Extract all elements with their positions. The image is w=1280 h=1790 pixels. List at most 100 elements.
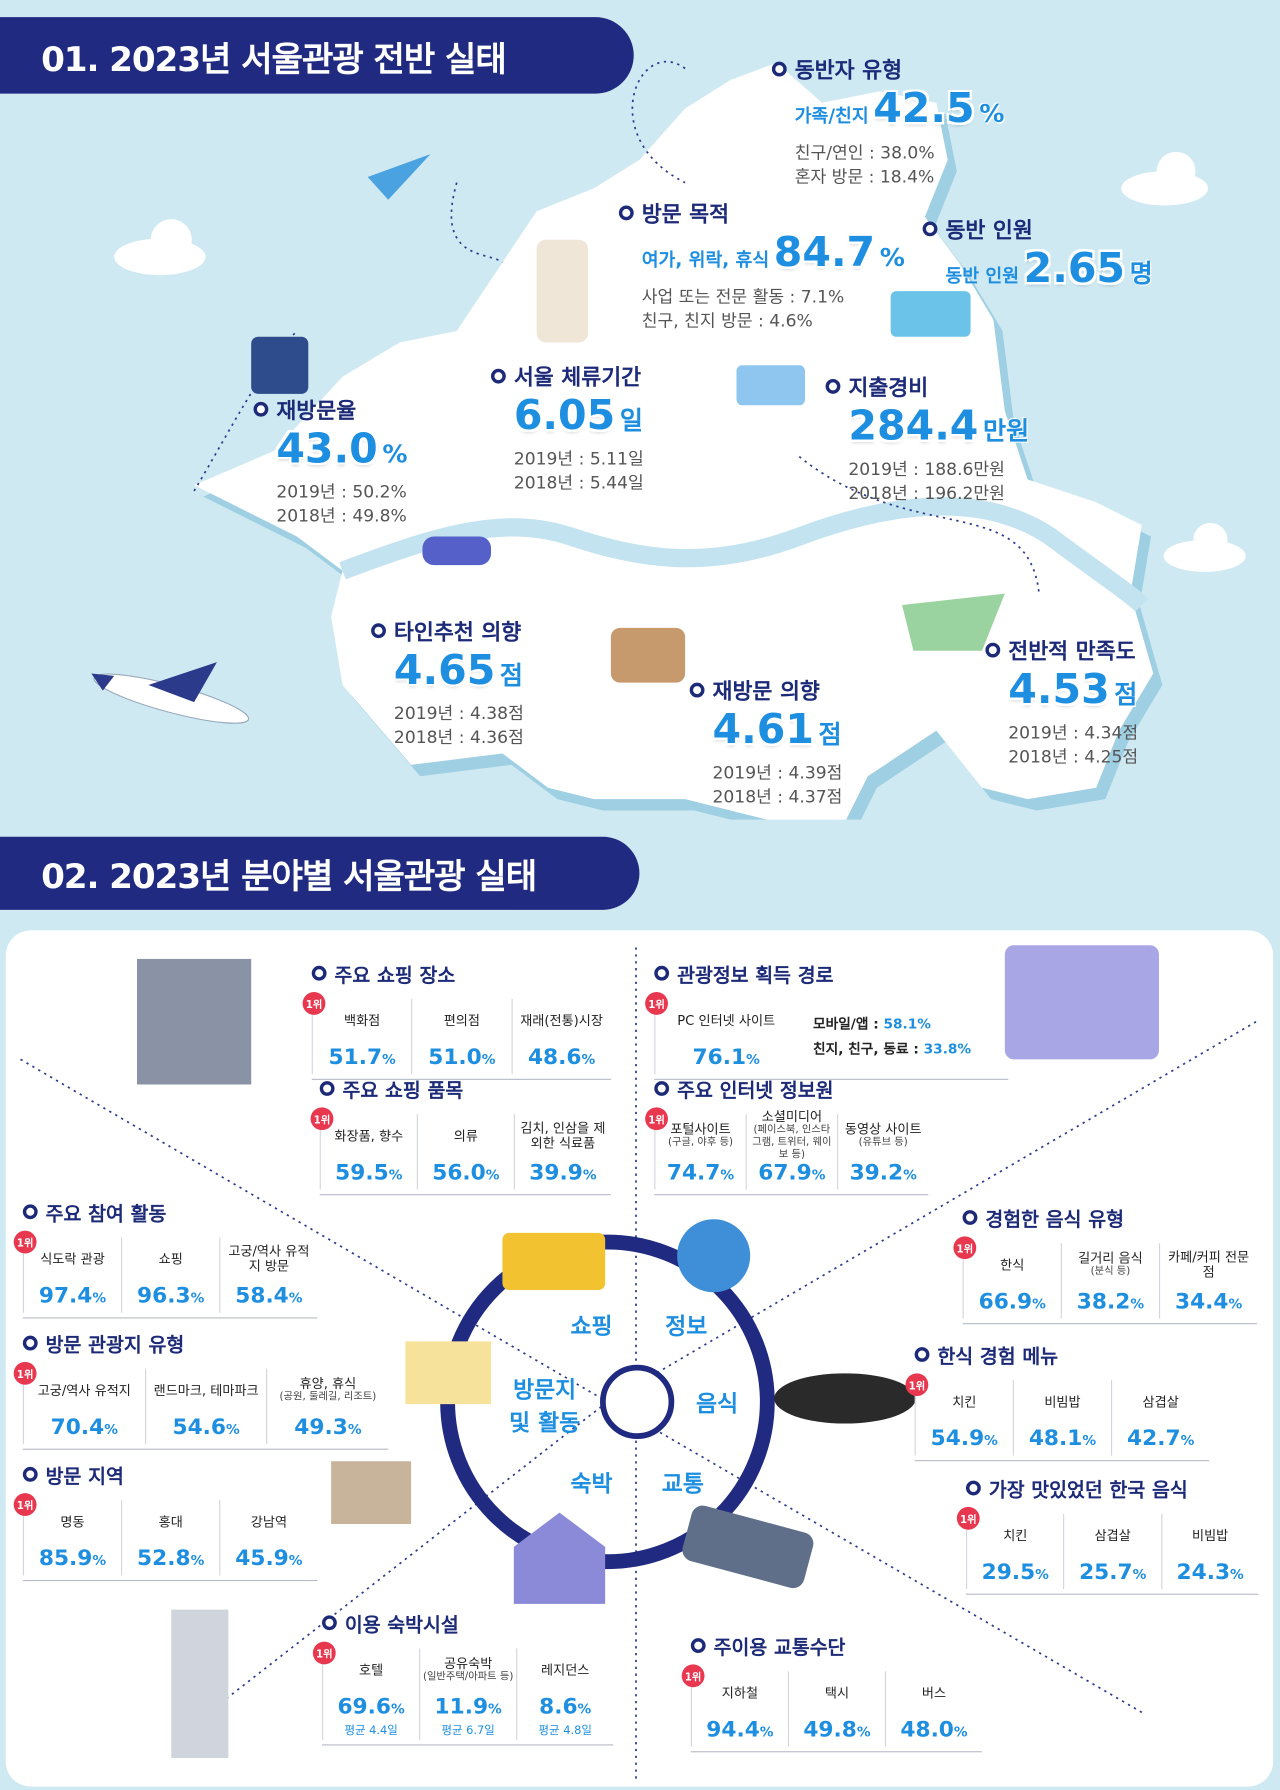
stat-value-row: 49.8% xyxy=(791,1715,882,1747)
detail-line: 2018년 : 4.25점 xyxy=(1008,746,1139,768)
stat-value: 29.5 xyxy=(981,1559,1036,1585)
stat-label-box: 랜드마크, 테마파크 xyxy=(148,1369,264,1412)
stat-label: 의류 xyxy=(453,1127,478,1144)
stat-value-row: 34.4% xyxy=(1162,1287,1254,1319)
stat-column: 택시 49.8% xyxy=(787,1671,885,1747)
stat-label-box: 비빔밥 xyxy=(1164,1514,1256,1557)
stat-label: 동영상 사이트 xyxy=(844,1121,922,1138)
stat-unit: % xyxy=(92,1552,107,1569)
stat-column: 카페/커피 전문점 34.4% xyxy=(1158,1243,1257,1319)
side-value: 58.1% xyxy=(883,1016,932,1032)
stat-column: 편의점 51.0% xyxy=(411,998,511,1075)
bullet xyxy=(319,1081,335,1096)
item-header: 타인추천 의향 xyxy=(371,615,524,646)
stat-value: 45.9 xyxy=(235,1545,289,1571)
unit: 점 xyxy=(499,662,524,691)
stat-label: 김치, 인삼을 제외한 식료품 xyxy=(520,1119,606,1151)
stat-label-box: 홍대 xyxy=(124,1500,216,1543)
stat-label: 고궁/역사 유적지 xyxy=(37,1381,131,1398)
stat-note: 평균 6.7일 xyxy=(441,1724,495,1738)
bullet xyxy=(771,61,787,77)
stat-column: 고궁/역사 유적지 방문 58.4% xyxy=(219,1237,317,1313)
stat-panel: 경험한 음식 유형 1위 한식 66.9% 길거리 음식 (분식 등) 38.2% 카페/커피… xyxy=(953,1203,1258,1325)
stat-column: 화장품, 향수 59.5% xyxy=(319,1114,417,1190)
stat-value-row: 51.7% xyxy=(315,1042,409,1074)
stat-value: 58.4 xyxy=(235,1283,289,1309)
stat-sublabel: (일반주택/아파트 등) xyxy=(422,1671,514,1683)
item-header: 가장 맛있었던 한국 음식 xyxy=(965,1474,1258,1502)
stat-value-row: 76.1% xyxy=(658,1042,795,1074)
stat-label-box: 명동 xyxy=(26,1500,118,1543)
bullet xyxy=(914,1347,930,1362)
stat-label-box: 삼겹살 xyxy=(1114,1380,1206,1423)
stat-value: 67.9 xyxy=(758,1159,812,1185)
stat-column: 삼겹살 42.7% xyxy=(1111,1380,1209,1456)
bullet xyxy=(690,1638,706,1654)
unit: 점 xyxy=(1114,681,1138,711)
stat-value-row: 69.6% xyxy=(325,1692,416,1724)
stat-label: 레지던스 xyxy=(541,1661,590,1678)
stat-label-box: 레지던스 xyxy=(520,1648,611,1691)
item-header: 재방문율 xyxy=(253,394,407,425)
item-header: 방문 관광지 유형 xyxy=(22,1329,388,1357)
stat-sublabel: (구글, 야후 등) xyxy=(667,1137,734,1149)
main-label: 가족/친지 xyxy=(794,105,869,127)
detail-line: 2019년 : 4.39점 xyxy=(712,762,843,784)
rank-badge: 1위 xyxy=(956,1506,980,1530)
detail-line: 사업 또는 전문 활동 : 7.1% xyxy=(641,286,845,308)
stat-column: 동영상 사이트 (유튜브 등) 39.2% xyxy=(836,1114,928,1190)
stat-unit: % xyxy=(1082,1432,1097,1449)
stat-label-box: 재래(전통)시장 xyxy=(515,999,609,1042)
stat-value-row: 66.9% xyxy=(966,1287,1058,1319)
stat-label: 공유숙박 xyxy=(443,1655,493,1672)
stat-table: 1위 PC 인터넷 사이트 76.1% 모바일/앱 : 58.1% 친지, 친구, 동료… xyxy=(645,992,1009,1080)
stat-panel: 방문 관광지 유형 1위 고궁/역사 유적지 70.4% 랜드마크, 테마파크 54.6%… xyxy=(13,1329,389,1450)
stat-label: 호텔 xyxy=(359,1661,384,1678)
stat-column: 휴양, 휴식 (공원, 둘레길, 리조트) 49.3% xyxy=(266,1368,388,1445)
main-value: 84.7 xyxy=(773,229,876,277)
item-title: 서울 체류기간 xyxy=(513,365,642,391)
stat-label-box: 치킨 xyxy=(918,1380,1010,1423)
category-label: 숙박 xyxy=(570,1469,613,1498)
stat-column: 재래(전통)시장 48.6% xyxy=(511,998,611,1075)
stat-value: 11.9 xyxy=(434,1694,489,1720)
item-header: 한식 경험 메뉴 xyxy=(914,1340,1210,1369)
stat-sublabel: (분식 등) xyxy=(1090,1266,1131,1278)
stat-value: 69.6 xyxy=(337,1694,391,1720)
stat-value: 42.7 xyxy=(1127,1425,1181,1451)
stat-value-row: 48.0% xyxy=(888,1715,979,1747)
stat-value-row: 56.0% xyxy=(420,1158,511,1190)
stat-value-row: 97.4% xyxy=(26,1281,118,1313)
stat-unit: % xyxy=(856,1723,871,1740)
stat-label: 길거리 음식 xyxy=(1078,1250,1143,1267)
stat-unit: % xyxy=(288,1552,303,1569)
stat-label-box: 비빔밥 xyxy=(1016,1380,1108,1423)
stat-value: 59.5 xyxy=(335,1159,389,1185)
overview-item: 지출경비 284.4 만원 2019년 : 188.6만원 2018년 : 196.2만… xyxy=(825,371,1029,506)
stat-table: 1위 치킨 29.5% 삼겹살 25.7% 비빔밥 24.3% xyxy=(956,1506,1259,1595)
stat-label: 식도락 관광 xyxy=(40,1250,105,1267)
detail-line: 2018년 : 5.44일 xyxy=(513,472,644,494)
main-value: 4.65 xyxy=(393,647,496,695)
stat-value: 56.0 xyxy=(432,1159,486,1185)
stat-column: 비빔밥 48.1% xyxy=(1012,1380,1111,1456)
bullet xyxy=(825,379,841,394)
stat-label: 고궁/역사 유적지 방문 xyxy=(228,1243,310,1275)
stat-label-box: 편의점 xyxy=(415,999,509,1042)
stat-value: 51.0 xyxy=(428,1044,482,1070)
rank-badge: 1위 xyxy=(905,1373,929,1397)
detail-line: 2019년 : 50.2% xyxy=(276,481,407,503)
stat-value-row: 94.4% xyxy=(694,1715,785,1747)
stat-label: 버스 xyxy=(921,1684,947,1701)
bullet xyxy=(985,642,1001,658)
stat-column: 의류 56.0% xyxy=(416,1114,514,1190)
stat-value: 94.4 xyxy=(706,1716,760,1743)
section2-title: 02. 2023년 분야별 서울관광 실태 xyxy=(0,836,640,910)
stat-panel: 주요 인터넷 정보원 1위 포털사이트 (구글, 야후 등) 74.7% 소셜미디어 (페이… xyxy=(645,1074,929,1196)
stat-unit: % xyxy=(720,1166,735,1183)
stat-column: 고궁/역사 유적지 70.4% xyxy=(22,1368,145,1445)
item-title: 경험한 음식 유형 xyxy=(985,1208,1124,1232)
stat-label: 랜드마크, 테마파크 xyxy=(153,1381,259,1398)
